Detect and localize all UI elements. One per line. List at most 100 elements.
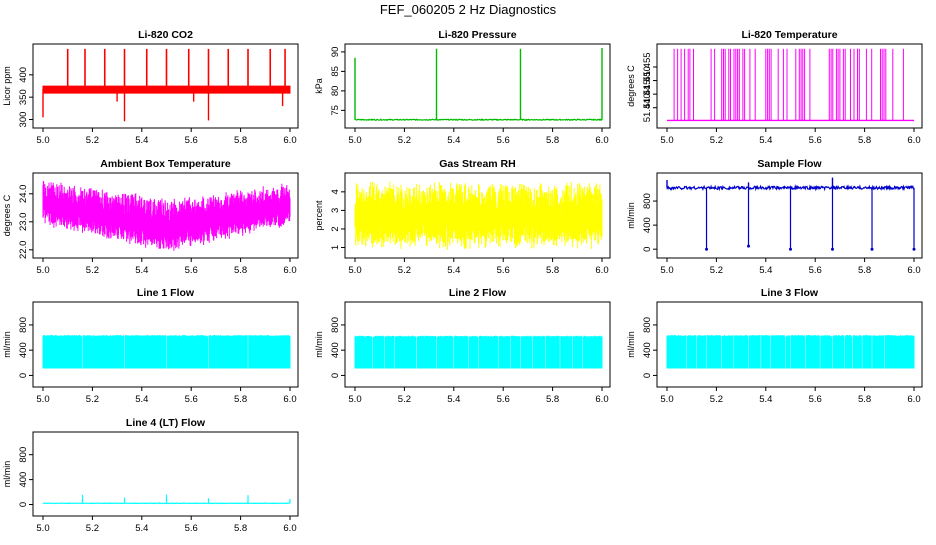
panel-title: Li-820 CO2 <box>138 29 193 41</box>
x-tick-label: 5.4 <box>759 265 772 276</box>
x-tick-label: 5.4 <box>759 394 772 405</box>
y-tick-label: 90 <box>330 47 341 58</box>
y-tick-label: 23.0 <box>18 213 29 232</box>
x-tick-label: 5.0 <box>348 394 361 405</box>
spike-point <box>912 247 916 251</box>
x-tick-label: 5.2 <box>86 135 99 146</box>
x-tick-label: 6.0 <box>907 265 920 276</box>
chart-panel-3: Li-820 Temperature 5.0 5.2 5.4 5.6 5.8 6.0 51.4… <box>626 29 923 146</box>
x-axis: 5.0 5.2 5.4 5.6 5.8 6.0 <box>660 257 921 276</box>
y-axis: 0 400 800 <box>18 317 33 378</box>
x-axis: 5.0 5.2 5.4 5.6 5.8 6.0 <box>36 386 297 405</box>
x-tick-label: 5.2 <box>398 265 411 276</box>
x-tick-label: 5.6 <box>185 265 198 276</box>
x-tick-label: 5.6 <box>185 135 198 146</box>
x-tick-label: 6.0 <box>595 394 608 405</box>
y-tick-label: 800 <box>18 447 29 463</box>
x-tick-label: 6.0 <box>595 135 608 146</box>
x-tick-label: 5.0 <box>660 135 673 146</box>
series-box-temp <box>42 181 291 251</box>
x-tick-label: 5.2 <box>710 265 723 276</box>
x-tick-label: 5.4 <box>447 135 460 146</box>
chart-panel-7: Line 1 Flow 5.0 5.2 5.4 5.6 5.8 6.0 0 400 800 ml/m… <box>2 287 299 405</box>
panel-title: Li-820 Temperature <box>741 29 837 41</box>
chart-panel-2: Li-820 Pressure 5.0 5.2 5.4 5.6 5.8 6.0 75 80 85 9… <box>314 29 611 146</box>
x-tick-label: 5.0 <box>36 523 49 534</box>
series-band <box>666 335 915 369</box>
x-tick-label: 5.0 <box>36 394 49 405</box>
series-line-3 <box>666 335 915 369</box>
chart-panel-1: Li-820 CO2 5.0 5.2 5.4 5.6 5.8 6.0 300 350 400 Lic… <box>2 29 299 146</box>
spike-point <box>870 247 874 251</box>
x-tick-label: 5.4 <box>135 394 148 405</box>
x-tick-label: 5.4 <box>135 135 148 146</box>
y-tick-label: 51.450 <box>642 66 653 95</box>
panel-title: Line 2 Flow <box>449 287 507 299</box>
x-tick-label: 5.8 <box>234 265 247 276</box>
y-axis-label: Licor ppm <box>2 66 12 106</box>
y-tick-label: 0 <box>642 373 653 378</box>
x-tick-label: 5.8 <box>858 265 871 276</box>
spike-point <box>747 244 751 248</box>
panel-title: Line 1 Flow <box>137 287 195 299</box>
x-tick-label: 5.2 <box>710 394 723 405</box>
x-tick-label: 5.0 <box>36 265 49 276</box>
series-co2 <box>42 48 291 122</box>
y-tick-label: 3 <box>330 208 341 213</box>
x-tick-label: 5.4 <box>447 394 460 405</box>
y-tick-label: 400 <box>18 342 29 358</box>
y-tick-label: 2 <box>330 226 341 231</box>
x-tick-label: 5.8 <box>234 523 247 534</box>
plot-frame <box>344 43 611 129</box>
x-tick-label: 6.0 <box>595 265 608 276</box>
y-tick-label: 400 <box>330 342 341 358</box>
y-axis: 0 400 800 <box>330 317 345 378</box>
x-tick-label: 5.2 <box>86 523 99 534</box>
y-tick-label: 0 <box>642 247 653 252</box>
x-tick-label: 5.6 <box>185 523 198 534</box>
spike-point <box>830 247 834 251</box>
chart-panel-4: Ambient Box Temperature 5.0 5.2 5.4 5.6 5.8 6.… <box>2 158 299 276</box>
x-tick-label: 5.0 <box>36 135 49 146</box>
x-tick-label: 5.8 <box>234 394 247 405</box>
y-axis: 22.0 23.0 24.0 <box>18 185 33 259</box>
y-axis-label: kPa <box>314 78 324 94</box>
x-tick-label: 5.6 <box>809 135 822 146</box>
series-line <box>354 118 603 122</box>
chart-panel-6: Sample Flow 5.0 5.2 5.4 5.6 5.8 6.0 0 400 800 ml/m… <box>626 158 923 276</box>
x-tick-label: 5.8 <box>546 265 559 276</box>
y-tick-label: 300 <box>18 112 29 128</box>
y-tick-label: 350 <box>18 89 29 105</box>
toggle-lines <box>673 48 904 121</box>
y-tick-label: 400 <box>18 67 29 83</box>
y-tick-label: 800 <box>18 317 29 333</box>
plot-frame <box>656 172 923 259</box>
chart-panel-9: Line 3 Flow 5.0 5.2 5.4 5.6 5.8 6.0 0 400 800 ml/m… <box>626 287 923 405</box>
y-tick-label: 800 <box>642 193 653 209</box>
y-axis: 0 400 800 <box>642 317 657 378</box>
y-axis-label: ml/min <box>314 331 324 358</box>
y-axis: 0 400 800 <box>642 193 657 252</box>
x-tick-label: 6.0 <box>283 394 296 405</box>
panel-title: Li-820 Pressure <box>438 29 516 41</box>
y-tick-label: 400 <box>18 472 29 488</box>
x-tick-label: 5.2 <box>86 394 99 405</box>
y-tick-label: 75 <box>330 105 341 116</box>
y-tick-label: 400 <box>642 342 653 358</box>
x-tick-label: 5.0 <box>660 394 673 405</box>
x-tick-label: 5.4 <box>135 523 148 534</box>
x-axis: 5.0 5.2 5.4 5.6 5.8 6.0 <box>36 127 297 146</box>
x-tick-label: 5.8 <box>546 135 559 146</box>
chart-panel-10: Line 4 (LT) Flow 5.0 5.2 5.4 5.6 5.8 6.0 0 400 80… <box>2 417 299 534</box>
x-tick-label: 5.2 <box>710 135 723 146</box>
panel-title: Gas Stream RH <box>439 158 515 170</box>
x-tick-label: 5.2 <box>398 394 411 405</box>
series-line <box>666 184 915 192</box>
x-tick-label: 5.4 <box>447 265 460 276</box>
spike-point <box>789 247 792 251</box>
x-tick-label: 5.6 <box>185 394 198 405</box>
y-axis-label: ml/min <box>626 331 636 358</box>
x-axis: 5.0 5.2 5.4 5.6 5.8 6.0 <box>660 127 921 146</box>
